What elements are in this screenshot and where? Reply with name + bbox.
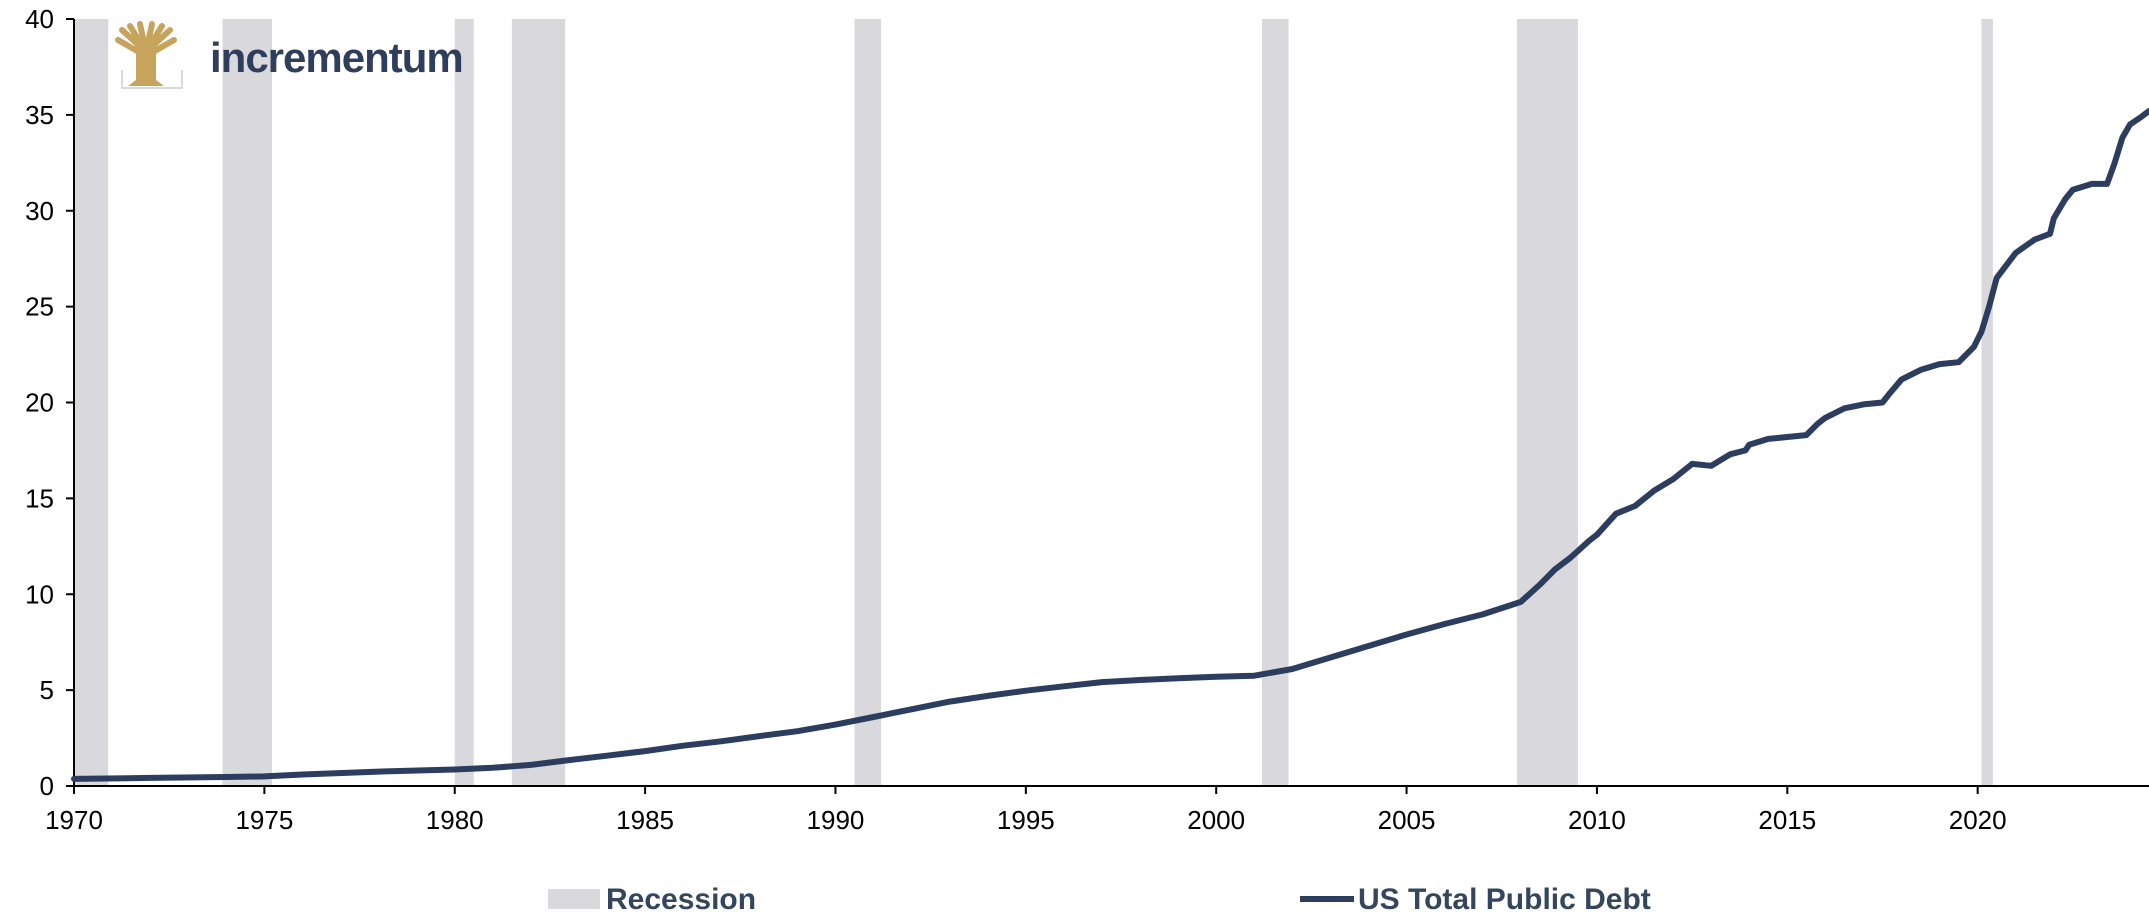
recession-band-8	[1981, 19, 1993, 786]
legend-item-debt: US Total Public Debt	[1300, 883, 1651, 915]
x-tick-label-1970: 1970	[45, 805, 103, 835]
recession-band-6	[1261, 19, 1289, 786]
brand-name: incrementum	[210, 34, 463, 81]
legend-swatch-recession	[548, 889, 600, 909]
recession-band-7	[1516, 19, 1578, 786]
y-tick-label-35: 35	[25, 100, 54, 130]
x-tick-label-1980: 1980	[426, 805, 484, 835]
x-tick-label-1985: 1985	[616, 805, 674, 835]
y-tick-label-20: 20	[25, 388, 54, 418]
legend-label-recession: Recession	[606, 883, 756, 915]
x-tick-label-1975: 1975	[235, 805, 293, 835]
x-tick-label-2005: 2005	[1378, 805, 1436, 835]
y-tick-label-25: 25	[25, 292, 54, 322]
x-tick-label-2015: 2015	[1758, 805, 1816, 835]
series-line-us-total-public-debt	[71, 108, 2149, 782]
recession-bands	[74, 19, 1993, 786]
legend-label-debt: US Total Public Debt	[1358, 883, 1651, 915]
y-tick-label-30: 30	[25, 196, 54, 226]
y-tick-label-40: 40	[25, 4, 54, 34]
recession-band-3	[454, 19, 474, 786]
axes: 0 5 10 15 20 25 30 35 40 1970 1975 1980 1985 1990 199…	[25, 4, 2149, 835]
recession-band-1	[74, 19, 109, 786]
x-tick-label-1990: 1990	[807, 805, 865, 835]
legend: Recession US Total Public Debt	[548, 883, 1651, 915]
x-tick-label-2000: 2000	[1187, 805, 1245, 835]
y-ticks: 0 5 10 15 20 25 30 35 40	[25, 4, 74, 801]
y-tick-label-10: 10	[25, 579, 54, 609]
y-tick-label-15: 15	[25, 483, 54, 513]
recession-band-4	[511, 19, 566, 786]
y-tick-label-0: 0	[40, 771, 54, 801]
recession-band-2	[222, 19, 272, 786]
brand-logo: incrementum	[115, 21, 464, 89]
x-tick-label-2010: 2010	[1568, 805, 1626, 835]
recession-band-5	[854, 19, 882, 786]
x-tick-label-2020: 2020	[1949, 805, 2007, 835]
tree-logo-icon	[115, 21, 183, 89]
x-tick-label-1995: 1995	[997, 805, 1055, 835]
x-ticks: 1970 1975 1980 1985 1990 1995 2000 2005 2010 2015…	[45, 786, 2007, 835]
y-tick-label-5: 5	[40, 675, 54, 705]
legend-item-recession: Recession	[548, 883, 756, 915]
